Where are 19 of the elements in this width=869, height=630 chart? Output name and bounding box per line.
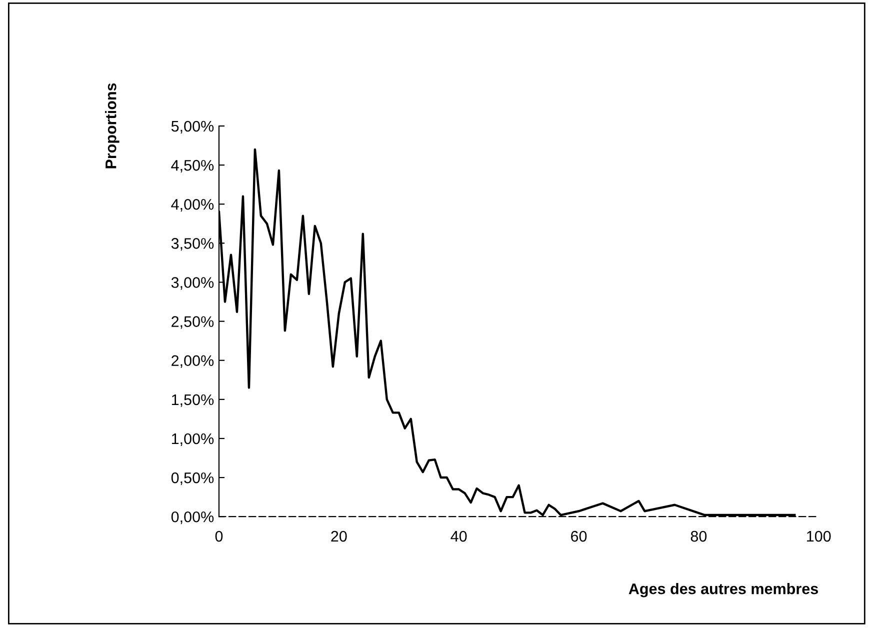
x-axis-title: Ages des autres membres <box>628 583 818 598</box>
y-axis-title: Proportions <box>105 83 120 168</box>
y-tick-label: 4,00% <box>171 198 214 212</box>
y-tick-label: 4,50% <box>171 160 214 173</box>
y-tick-label: 2,00% <box>172 355 214 368</box>
y-tick-label: 3,50% <box>171 238 214 251</box>
y-tick-label: 0,50% <box>171 472 214 486</box>
x-tick-label: 60 <box>571 530 587 542</box>
y-tick-label: 0,00% <box>171 511 214 524</box>
x-tick-label: 40 <box>450 530 467 542</box>
x-tick-label: 80 <box>690 530 707 542</box>
x-tick-label: 20 <box>331 530 347 542</box>
y-tick-label: 5,00% <box>171 120 214 134</box>
x-tick-label: 0 <box>215 530 223 542</box>
x-tick-label: 100 <box>807 530 831 542</box>
y-tick-label: 3,00% <box>171 277 214 290</box>
y-tick-label: 1,50% <box>172 394 214 407</box>
y-tick-label: 1,00% <box>172 433 214 446</box>
y-tick-label: 2,50% <box>172 316 214 329</box>
